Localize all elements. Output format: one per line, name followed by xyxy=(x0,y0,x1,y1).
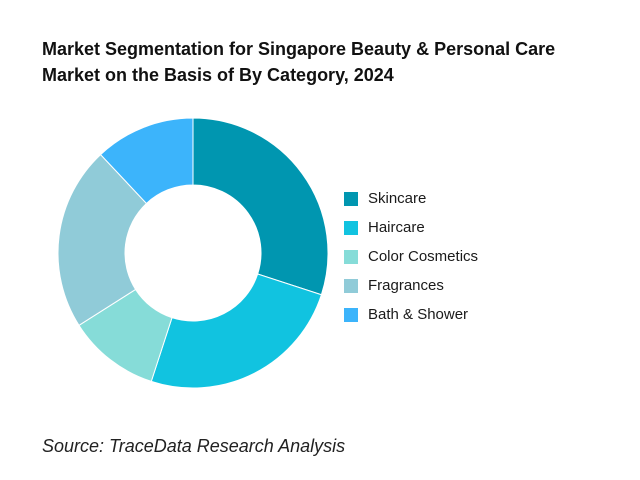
donut-slice-haircare xyxy=(150,273,323,389)
legend-swatch xyxy=(344,220,358,235)
chart-title: Market Segmentation for Singapore Beauty… xyxy=(42,36,622,88)
legend-label: Bath & Shower xyxy=(368,306,469,323)
legend-item-haircare: Haircare xyxy=(344,213,478,242)
legend-item-color-cosmetics: Color Cosmetics xyxy=(344,242,478,271)
legend-item-bath-shower: Bath & Shower xyxy=(344,300,478,329)
legend-swatch xyxy=(344,278,358,293)
chart-legend: Skincare Haircare Color Cosmetics Fragrance… xyxy=(344,184,478,329)
donut-slice-bath-shower xyxy=(99,117,194,205)
legend-label: Color Cosmetics xyxy=(368,248,479,265)
legend-swatch xyxy=(344,307,358,322)
source-note: Source: TraceData Research Analysis xyxy=(42,436,346,456)
legend-label: Haircare xyxy=(368,219,425,236)
chart-title-line-1: Market Segmentation for Singapore Beauty… xyxy=(42,39,556,59)
legend-item-fragrances: Fragrances xyxy=(344,271,478,300)
donut-slice-fragrances xyxy=(57,153,148,327)
legend-swatch xyxy=(344,191,358,206)
legend-label: Skincare xyxy=(368,190,427,207)
donut-slice-skincare xyxy=(192,117,329,296)
legend-label: Fragrances xyxy=(368,277,444,294)
legend-item-skincare: Skincare xyxy=(344,184,478,213)
legend-swatch xyxy=(344,249,358,264)
chart-title-line-2: Market on the Basis of By Category, 2024 xyxy=(42,65,394,85)
